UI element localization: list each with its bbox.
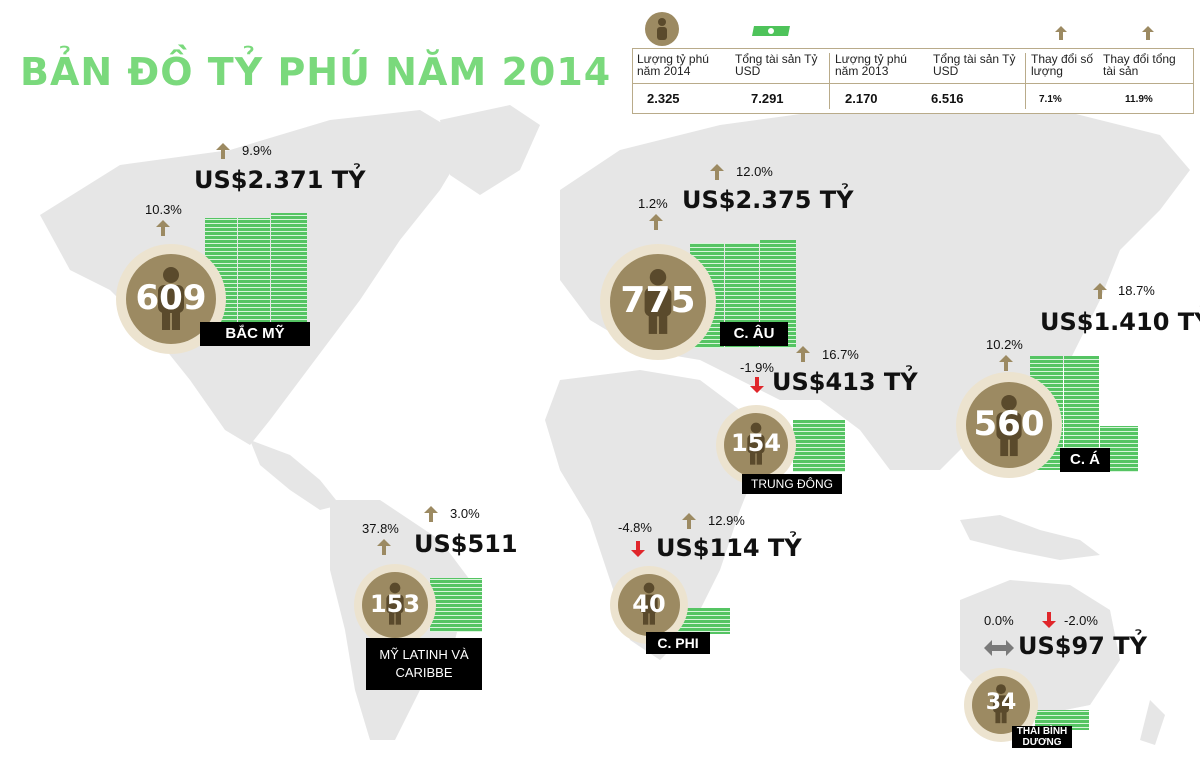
summary-table: Lượng tỷ phú năm 2014 Tổng tài sản Tỷ US…	[632, 48, 1194, 114]
region-count: 775	[620, 280, 696, 321]
region-label: C. PHI	[646, 632, 710, 654]
summary-header: Tổng tài sản Tỷ USD	[933, 52, 1016, 78]
page-title: BẢN ĐỒ TỶ PHÚ NĂM 2014	[20, 50, 612, 94]
asia-badge: 560	[956, 372, 1062, 478]
region-wealth: US$1.410 TỶ	[1040, 308, 1200, 336]
region-wealth: US$2.375 TỶ	[682, 186, 854, 214]
count-change: 10.2%	[986, 337, 1023, 352]
summary-value: 2.325	[647, 91, 680, 106]
wealth-change: -2.0%	[1064, 613, 1098, 628]
region-count: 609	[135, 278, 207, 318]
pacific-badge: 34	[964, 668, 1038, 742]
region-label: C. Á	[1060, 448, 1110, 472]
arrow-up-icon	[1093, 283, 1107, 299]
count-change: -1.9%	[740, 360, 774, 375]
latin-america-badge: 153	[354, 564, 436, 646]
region-count: 560	[973, 404, 1045, 444]
arrow-up-icon	[796, 346, 810, 362]
north-america-badge: 609	[116, 244, 226, 354]
summary-header: Thay đổi số lượng	[1031, 52, 1094, 78]
money-legend-icon	[750, 24, 792, 38]
wealth-change: 16.7%	[822, 347, 859, 362]
arrow-up-icon	[377, 539, 391, 555]
region-label: MỸ LATINH VÀ CARIBBE	[366, 638, 482, 690]
summary-value: 6.516	[931, 91, 964, 106]
wealth-change: 9.9%	[242, 143, 272, 158]
region-label: C. ÂU	[720, 322, 788, 346]
summary-value: 11.9%	[1125, 94, 1153, 105]
arrow-up-legend-icon	[1055, 26, 1067, 45]
count-change: 37.8%	[362, 521, 399, 536]
region-count: 40	[632, 590, 666, 618]
arrow-up-icon	[682, 513, 696, 529]
arrow-up-icon	[156, 220, 170, 236]
summary-value: 7.291	[751, 91, 784, 106]
count-change: 0.0%	[984, 613, 1014, 628]
summary-header: Lượng tỷ phú năm 2013	[835, 52, 907, 78]
arrow-up-icon	[216, 143, 230, 159]
europe-badge: 775	[600, 244, 716, 360]
region-count: 153	[369, 590, 421, 618]
wealth-change: 3.0%	[450, 506, 480, 521]
region-wealth: US$97 TỶ	[1018, 632, 1147, 660]
region-wealth: US$2.371 TỶ	[194, 166, 366, 194]
arrow-up-icon	[710, 164, 724, 180]
region-label: BẮC MỸ	[200, 322, 310, 346]
middle-east-badge: 154	[716, 405, 796, 485]
summary-header: Tổng tài sản Tỷ USD	[735, 52, 818, 78]
region-wealth: US$511	[414, 530, 518, 558]
summary-value: 7.1%	[1039, 94, 1062, 105]
wealth-change: 12.0%	[736, 164, 773, 179]
wealth-change: 12.9%	[708, 513, 745, 528]
arrow-up-icon	[649, 214, 663, 230]
region-label: TRUNG ĐÔNG	[742, 474, 842, 494]
africa-badge: 40	[610, 566, 688, 644]
arrow-down-icon	[750, 377, 764, 393]
count-change: -4.8%	[618, 520, 652, 535]
arrow-down-icon	[1042, 612, 1056, 628]
region-wealth: US$114 TỶ	[656, 534, 802, 562]
arrow-down-icon	[631, 541, 645, 557]
summary-header: Lượng tỷ phú năm 2014	[637, 52, 709, 78]
arrow-up-legend-icon	[1142, 26, 1154, 45]
region-count: 34	[985, 690, 1017, 715]
region-wealth: US$413 TỶ	[772, 368, 918, 396]
arrow-up-icon	[999, 355, 1013, 371]
count-change: 1.2%	[638, 196, 668, 211]
region-count: 154	[730, 429, 782, 457]
arrow-up-icon	[424, 506, 438, 522]
arrow-both-icon	[984, 640, 1014, 656]
count-change: 10.3%	[145, 202, 182, 217]
wealth-change: 18.7%	[1118, 283, 1155, 298]
person-legend-icon	[645, 12, 679, 46]
region-label: THÁI BÌNH DƯƠNG	[1012, 726, 1072, 748]
summary-header: Thay đổi tổng tài sản	[1103, 52, 1176, 78]
summary-value: 2.170	[845, 91, 878, 106]
